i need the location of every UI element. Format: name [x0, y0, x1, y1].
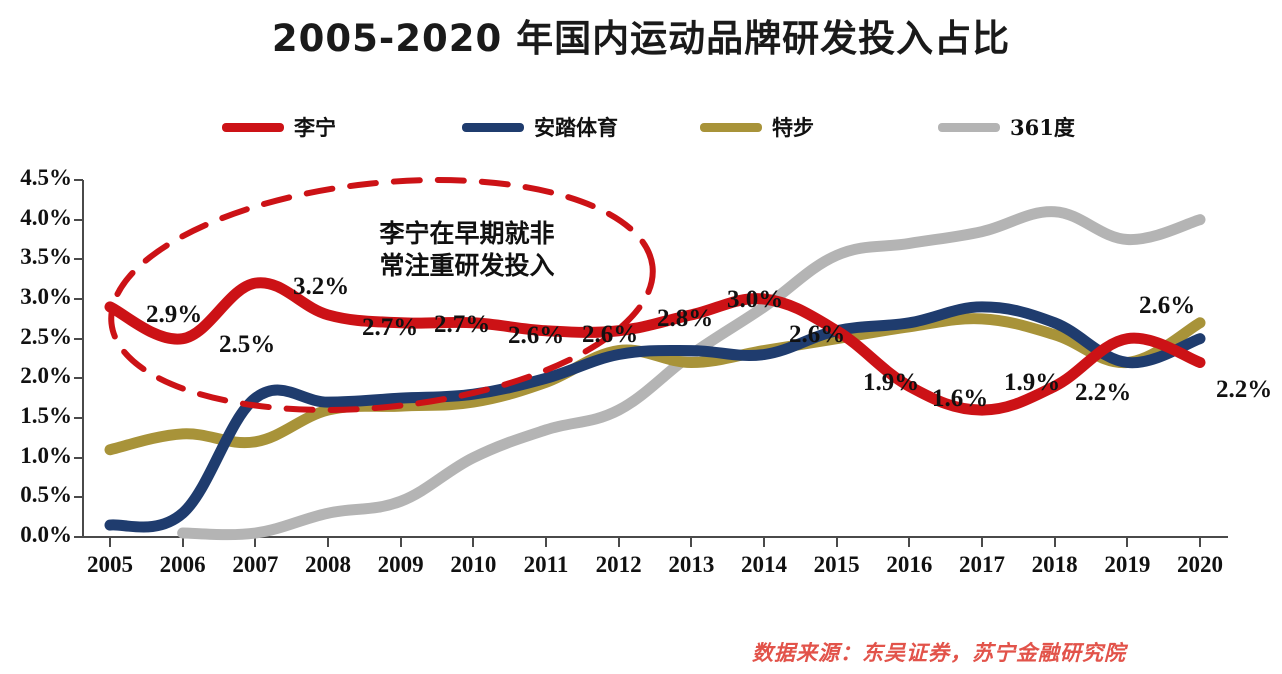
y-axis-tick	[74, 496, 83, 499]
x-axis-tick	[1199, 538, 1201, 547]
annotation-line-2: 常注重研发投入	[379, 251, 555, 280]
x-axis-tick	[690, 538, 693, 547]
x-axis-label: 2014	[741, 552, 787, 577]
x-axis-label: 2019	[1104, 552, 1151, 577]
legend-swatch-anta	[462, 122, 524, 132]
data-point-label: 2.2%	[1075, 379, 1132, 406]
data-point-label: 1.6%	[932, 385, 989, 412]
y-axis-label: 1.5%	[20, 403, 72, 428]
legend-swatch-lining	[222, 122, 284, 132]
chart-title: 2005-2020 年国内运动品牌研发投入占比	[271, 17, 1011, 60]
x-axis-label: 2011	[523, 552, 569, 577]
legend-item-xtep: 特步	[700, 110, 814, 144]
legend-label-xtep: 特步	[772, 115, 814, 140]
x-axis-label: 2010	[450, 552, 497, 577]
x-axis-tick	[254, 538, 257, 547]
x-axis-label: 2006	[159, 552, 206, 577]
x-axis-label: 2009	[377, 552, 424, 577]
annotation-text: 李宁在早期就非 常注重研发投入	[352, 218, 582, 282]
data-point-label: 2.9%	[146, 301, 203, 328]
x-axis-tick	[109, 538, 111, 547]
x-axis-label: 2005	[87, 552, 133, 577]
chart-legend: 李宁 安踏体育 特步 361度	[222, 110, 1142, 144]
data-point-label: 2.2%	[1216, 376, 1273, 403]
legend-swatch-361	[938, 122, 1000, 132]
x-axis-label: 2015	[813, 552, 860, 577]
line-series-lining	[104, 277, 1206, 416]
x-axis-tick	[472, 538, 475, 547]
x-axis-tick	[327, 538, 329, 547]
data-point-label: 2.6%	[789, 321, 846, 348]
y-axis-tick	[74, 536, 83, 538]
x-axis-tick	[763, 538, 765, 547]
data-point-label: 3.2%	[293, 273, 350, 300]
y-axis-tick	[74, 298, 83, 300]
data-point-label: 1.9%	[1004, 369, 1061, 396]
x-axis-tick	[181, 538, 184, 547]
plot-area	[82, 177, 1228, 541]
x-axis-line	[82, 536, 1228, 538]
y-axis-label: 0.0%	[20, 522, 72, 547]
legend-item-361: 361度	[938, 110, 1075, 144]
x-axis-label: 2018	[1031, 552, 1078, 577]
data-point-label: 2.8%	[657, 305, 714, 332]
y-axis-tick	[74, 218, 83, 221]
x-axis-tick	[545, 538, 547, 547]
y-axis-label: 4.0%	[20, 204, 72, 230]
x-axis-label: 2012	[595, 552, 642, 577]
annotation-line-1: 李宁在早期就非	[379, 219, 555, 248]
y-axis-label: 3.0%	[20, 284, 72, 309]
x-axis-tick	[617, 538, 620, 547]
y-axis-tick	[74, 417, 83, 419]
y-axis-label: 4.5%	[20, 165, 72, 190]
legend-label-anta: 安踏体育	[534, 115, 618, 140]
x-axis-label: 2007	[232, 552, 279, 577]
y-axis-tick	[74, 179, 83, 181]
data-point-label: 2.7%	[434, 311, 491, 338]
y-axis-tick	[74, 456, 83, 459]
y-axis-tick	[74, 258, 83, 261]
x-axis-label: 2013	[668, 552, 715, 577]
x-axis-tick	[399, 538, 402, 547]
line-series-anta	[104, 301, 1206, 533]
x-axis-label: 2017	[959, 552, 1005, 577]
legend-item-lining: 李宁	[222, 110, 336, 144]
source-note: 数据来源：东吴证券，苏宁金融研究院	[752, 640, 1126, 665]
annotation-ellipse	[108, 177, 656, 413]
x-axis-label: 2008	[305, 552, 351, 577]
legend-label-lining: 李宁	[294, 115, 336, 140]
x-axis-tick	[981, 538, 983, 547]
data-point-label: 2.6%	[508, 322, 565, 349]
x-axis-tick	[908, 538, 911, 547]
x-axis-label: 2020	[1177, 552, 1223, 577]
y-axis-label: 1.0%	[20, 442, 72, 468]
data-point-label: 1.9%	[863, 369, 920, 396]
y-axis-tick	[74, 377, 83, 380]
y-axis-label: 2.0%	[20, 363, 72, 389]
y-axis-line	[82, 180, 84, 538]
series-lines	[104, 177, 1206, 541]
data-point-label: 2.5%	[219, 331, 276, 358]
y-axis-label: 3.5%	[20, 244, 72, 270]
y-axis-label: 2.5%	[20, 323, 72, 349]
legend-label-361: 361度	[1010, 115, 1075, 140]
x-axis-tick	[835, 538, 838, 547]
data-point-label: 2.6%	[582, 321, 639, 348]
x-axis-label: 2016	[886, 552, 933, 577]
y-axis-tick	[74, 337, 83, 340]
data-point-label: 2.7%	[362, 314, 419, 341]
legend-item-anta: 安踏体育	[462, 110, 618, 144]
y-axis-label: 0.5%	[20, 482, 72, 508]
x-axis-tick	[1126, 538, 1129, 547]
data-point-label: 3.0%	[727, 286, 784, 313]
data-point-label: 2.6%	[1139, 292, 1196, 319]
legend-swatch-xtep	[700, 122, 762, 132]
x-axis-tick	[1053, 538, 1056, 547]
